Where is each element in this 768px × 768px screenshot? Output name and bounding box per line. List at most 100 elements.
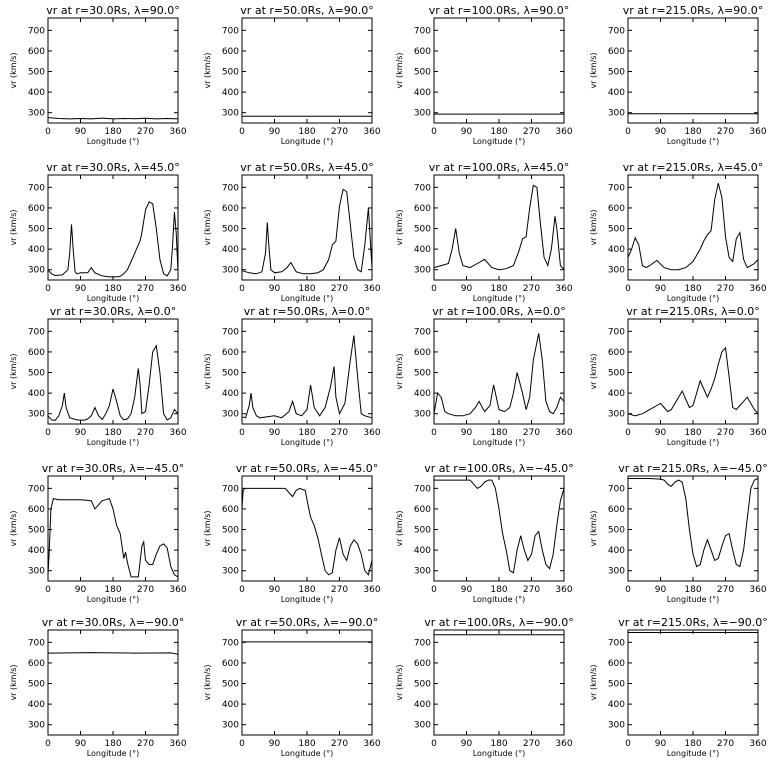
series-line	[47, 652, 179, 655]
x-tick-label: 180	[490, 739, 507, 749]
series-line	[241, 188, 373, 275]
y-tick-label: 300	[222, 109, 239, 119]
y-tick-label: 700	[608, 638, 625, 648]
y-tick-label: 500	[28, 526, 45, 536]
x-tick-label: 270	[331, 585, 348, 595]
chart-panel: vr at r=100.0Rs, λ=−45.0° 0 90 180 270 360 300…	[395, 462, 574, 604]
x-axis-label: Longitude (°)	[667, 137, 720, 146]
x-tick-label: 180	[104, 585, 121, 595]
x-tick-label: 270	[523, 428, 540, 438]
plot-frame	[47, 629, 179, 736]
plot-frame	[47, 174, 179, 281]
x-tick-label: 270	[331, 428, 348, 438]
chart-panel: vr at r=50.0Rs, λ=90.0° 0 90 180 270 360 300 40…	[203, 4, 381, 146]
y-tick-label: 500	[414, 680, 431, 690]
y-tick-label: 300	[28, 567, 45, 577]
panel-title: vr at r=50.0Rs, λ=0.0°	[244, 305, 370, 318]
panel-title: vr at r=50.0Rs, λ=−45.0°	[236, 462, 379, 475]
chart-panel: vr at r=50.0Rs, λ=45.0° 0 90 180 270 360 300 40…	[203, 161, 381, 303]
x-tick-label: 0	[431, 585, 437, 595]
y-tick-label: 700	[28, 638, 45, 648]
x-tick-label: 180	[298, 428, 315, 438]
y-tick-label: 500	[222, 526, 239, 536]
x-tick-label: 90	[269, 585, 281, 595]
panel-title: vr at r=215.0Rs, λ=−45.0°	[618, 462, 768, 475]
x-tick-label: 270	[717, 585, 734, 595]
x-axis-label: Longitude (°)	[281, 137, 334, 146]
x-tick-label: 180	[684, 127, 701, 137]
y-tick-label: 300	[28, 266, 45, 276]
y-axis-label: vr (km/s)	[589, 52, 598, 88]
y-tick-label: 600	[608, 204, 625, 214]
y-tick-label: 500	[222, 225, 239, 235]
x-tick-label: 0	[239, 739, 245, 749]
x-tick-label: 90	[269, 739, 281, 749]
panel-title: vr at r=30.0Rs, λ=−45.0°	[42, 462, 185, 475]
x-tick-label: 90	[461, 739, 473, 749]
y-tick-label: 500	[28, 68, 45, 78]
y-axis-label: vr (km/s)	[203, 52, 212, 88]
y-tick-label: 700	[222, 484, 239, 494]
x-tick-label: 90	[75, 428, 87, 438]
y-axis-label: vr (km/s)	[395, 353, 404, 389]
chart-panel: vr at r=50.0Rs, λ=0.0° 0 90 180 270 360 300 400…	[203, 305, 381, 447]
x-tick-label: 90	[75, 585, 87, 595]
y-tick-label: 400	[608, 700, 625, 710]
x-tick-label: 0	[45, 127, 51, 137]
y-tick-label: 500	[28, 680, 45, 690]
plot-frame	[627, 318, 759, 425]
x-axis-label: Longitude (°)	[473, 595, 526, 604]
x-tick-label: 270	[523, 127, 540, 137]
x-axis-label: Longitude (°)	[473, 438, 526, 447]
chart-panel: vr at r=30.0Rs, λ=−45.0° 0 90 180 270 360 300 4…	[9, 462, 187, 604]
chart-panel: vr at r=100.0Rs, λ=45.0° 0 90 180 270 360 300 4…	[395, 161, 573, 303]
x-tick-label: 90	[655, 428, 667, 438]
panel-title: vr at r=30.0Rs, λ=90.0°	[46, 4, 179, 17]
y-tick-label: 600	[608, 505, 625, 515]
series-line	[241, 335, 373, 419]
x-tick-label: 0	[625, 127, 631, 137]
y-tick-label: 600	[222, 659, 239, 669]
panel-title: vr at r=215.0Rs, λ=90.0°	[623, 4, 763, 17]
x-axis-label: Longitude (°)	[667, 438, 720, 447]
y-tick-label: 600	[28, 204, 45, 214]
chart-panel: vr at r=215.0Rs, λ=90.0° 0 90 180 270 360 300 4…	[589, 4, 767, 146]
y-tick-label: 600	[222, 47, 239, 57]
x-tick-label: 360	[169, 127, 186, 137]
y-tick-label: 300	[222, 721, 239, 731]
x-tick-label: 270	[523, 284, 540, 294]
y-tick-label: 600	[28, 348, 45, 358]
y-tick-label: 500	[608, 680, 625, 690]
x-tick-label: 180	[104, 428, 121, 438]
chart-panel: vr at r=215.0Rs, λ=0.0° 0 90 180 270 360 300 40…	[589, 305, 767, 447]
plot-frame	[433, 629, 565, 736]
series-line	[433, 184, 565, 271]
x-tick-label: 180	[298, 127, 315, 137]
chart-panel: vr at r=30.0Rs, λ=90.0° 0 90 180 270 360 300 40…	[9, 4, 187, 146]
y-tick-label: 500	[28, 225, 45, 235]
x-axis-label: Longitude (°)	[87, 595, 140, 604]
y-tick-label: 300	[608, 567, 625, 577]
chart-panel: vr at r=215.0Rs, λ=45.0° 0 90 180 270 360 300 4…	[589, 161, 767, 303]
x-tick-label: 180	[104, 739, 121, 749]
x-tick-label: 270	[717, 127, 734, 137]
panel-title: vr at r=30.0Rs, λ=0.0°	[50, 305, 176, 318]
x-tick-label: 270	[331, 284, 348, 294]
series-line	[47, 497, 179, 578]
y-tick-label: 300	[28, 410, 45, 420]
plot-frame	[241, 629, 373, 736]
y-tick-label: 700	[414, 26, 431, 36]
chart-panel: vr at r=30.0Rs, λ=0.0° 0 90 180 270 360 300 400…	[9, 305, 187, 447]
plot-frame	[47, 17, 179, 124]
y-tick-label: 300	[608, 266, 625, 276]
x-tick-label: 0	[625, 739, 631, 749]
x-tick-label: 270	[137, 428, 154, 438]
chart-panel: vr at r=50.0Rs, λ=−45.0° 0 90 180 270 360 300 4…	[203, 462, 381, 604]
x-tick-label: 0	[625, 585, 631, 595]
x-tick-label: 180	[298, 739, 315, 749]
y-tick-label: 400	[222, 245, 239, 255]
x-tick-label: 0	[431, 284, 437, 294]
x-tick-label: 90	[269, 428, 281, 438]
y-tick-label: 700	[222, 327, 239, 337]
y-tick-label: 400	[28, 546, 45, 556]
